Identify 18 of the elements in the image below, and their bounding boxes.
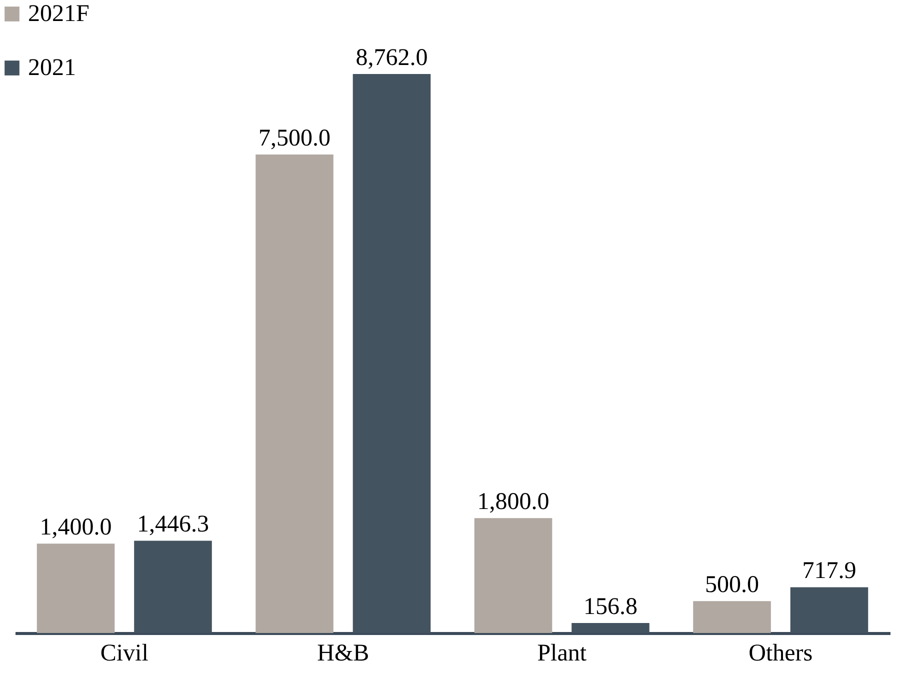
x-tick-label: H&B	[317, 640, 370, 666]
x-tick-label: Others	[748, 640, 813, 666]
data-label: 1,800.0	[477, 489, 550, 516]
legend-label: 2021	[28, 55, 76, 81]
bar	[474, 518, 552, 633]
bar	[36, 544, 115, 633]
data-label: 1,446.3	[136, 512, 209, 538]
data-label: 8,762.0	[356, 45, 428, 71]
legend-label: 2021F	[28, 1, 90, 27]
bar	[256, 154, 334, 633]
data-label: 7,500.0	[258, 126, 331, 152]
x-tick-label: Civil	[100, 640, 149, 666]
data-label: 1,400.0	[40, 514, 112, 541]
x-tick-label: Plant	[537, 640, 587, 666]
data-label: 717.9	[802, 558, 856, 584]
bar	[693, 601, 771, 633]
data-label: 156.8	[583, 594, 638, 620]
data-label: 500.0	[705, 572, 760, 598]
